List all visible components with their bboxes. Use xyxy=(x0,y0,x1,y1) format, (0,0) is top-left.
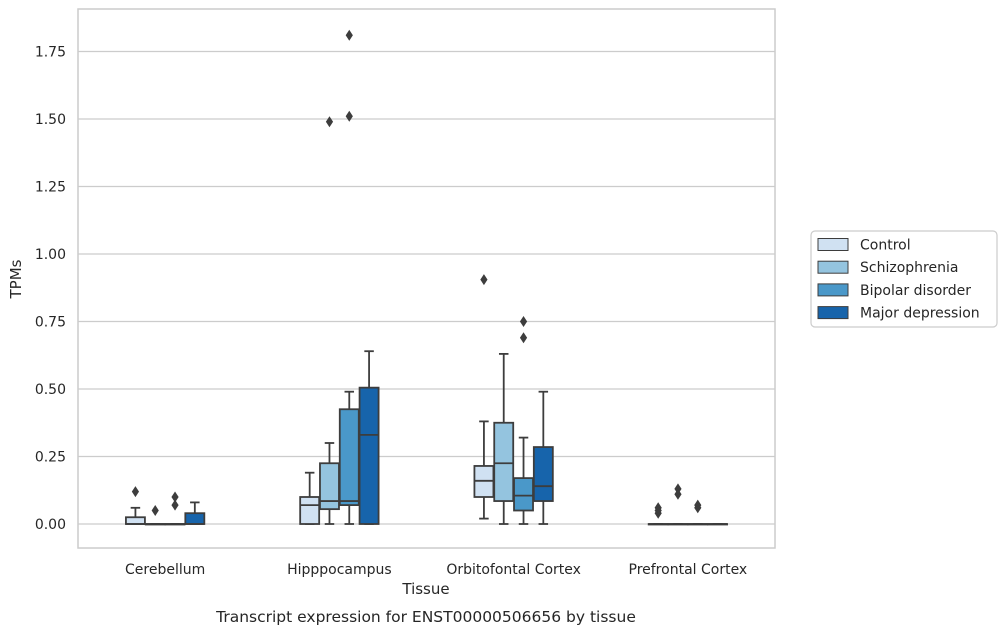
legend: Control Schizophrenia Bipolar disorder Majo… xyxy=(810,230,998,328)
box-body xyxy=(493,421,515,502)
outlier-point xyxy=(325,116,334,128)
outlier-point xyxy=(345,110,353,122)
box-major-depression xyxy=(358,350,380,525)
y-tick-label: 0.75 xyxy=(35,315,66,331)
box-major-depression xyxy=(532,390,554,525)
legend-label: Schizophrenia xyxy=(860,260,958,276)
legend-item: Control xyxy=(817,238,911,254)
box-schizophrenia xyxy=(319,116,340,525)
box-body xyxy=(532,446,554,502)
legend-label: Bipolar disorder xyxy=(860,283,971,299)
box-body xyxy=(125,516,146,525)
box-schizophrenia xyxy=(144,505,166,526)
box-control xyxy=(473,274,495,520)
x-axis-label: Tissue xyxy=(401,580,449,598)
outlier-point xyxy=(131,486,140,498)
legend-swatch xyxy=(817,283,849,297)
x-tick-label: Hipppocampus xyxy=(287,562,392,578)
x-tick-label: Cerebellum xyxy=(125,562,205,578)
box-body xyxy=(184,512,206,525)
legend-item: Bipolar disorder xyxy=(817,283,971,299)
box-schizophrenia xyxy=(667,483,689,526)
box-bipolar-disorder xyxy=(338,29,360,525)
box-control xyxy=(299,471,321,525)
y-tick-label: 1.25 xyxy=(35,180,66,196)
outlier-point xyxy=(171,499,179,511)
x-tick-label: Orbitofontal Cortex xyxy=(446,562,581,578)
y-tick-label: 0.50 xyxy=(35,382,66,398)
y-axis-label: TPMs xyxy=(7,259,25,299)
legend-item: Major depression xyxy=(817,306,980,322)
box-bipolar-disorder xyxy=(687,499,709,526)
chart-caption: Transcript expression for ENST0000050665… xyxy=(215,608,636,626)
outlier-point xyxy=(654,502,662,514)
legend-swatch xyxy=(817,238,849,251)
y-axis-ticks: 0.00 0.25 0.50 0.75 1.00 1.25 1.50 1.75 xyxy=(35,45,66,534)
box-body xyxy=(338,408,360,506)
box-groups xyxy=(125,29,728,526)
y-tick-label: 1.00 xyxy=(35,247,66,263)
x-axis-ticks: Cerebellum Hipppocampus Orbitofontal Corte… xyxy=(125,562,747,578)
legend-swatch xyxy=(817,306,849,320)
y-tick-label: 0.25 xyxy=(35,450,66,466)
legend-item: Schizophrenia xyxy=(817,260,958,276)
plot-border xyxy=(77,8,776,549)
outlier-point xyxy=(345,29,353,41)
box-body xyxy=(358,386,380,525)
box-body xyxy=(513,477,534,512)
box-bipolar-disorder xyxy=(513,316,534,525)
y-tick-label: 0.00 xyxy=(35,517,66,533)
legend-label: Control xyxy=(860,238,911,254)
gridlines xyxy=(78,50,775,525)
outlier-point xyxy=(480,274,488,286)
outlier-point xyxy=(519,332,528,344)
box-body xyxy=(319,462,340,511)
box-body xyxy=(299,496,321,525)
plot-frame xyxy=(77,8,776,549)
box-control xyxy=(647,502,669,526)
box-major-depression xyxy=(184,501,206,525)
y-tick-label: 1.50 xyxy=(35,112,66,128)
box-schizophrenia xyxy=(493,352,515,525)
outlier-point xyxy=(151,505,159,516)
box-major-depression xyxy=(707,523,728,526)
outlier-point xyxy=(519,316,528,327)
x-tick-label: Prefrontal Cortex xyxy=(629,562,748,578)
y-tick-label: 1.75 xyxy=(35,45,66,61)
box-bipolar-disorder xyxy=(164,491,186,526)
outlier-point xyxy=(171,491,179,503)
legend-swatch xyxy=(817,260,849,274)
outlier-point xyxy=(674,483,682,495)
outlier-point xyxy=(694,499,702,511)
legend-label: Major depression xyxy=(860,306,980,322)
box-control xyxy=(125,486,146,525)
legend-frame xyxy=(810,230,998,328)
